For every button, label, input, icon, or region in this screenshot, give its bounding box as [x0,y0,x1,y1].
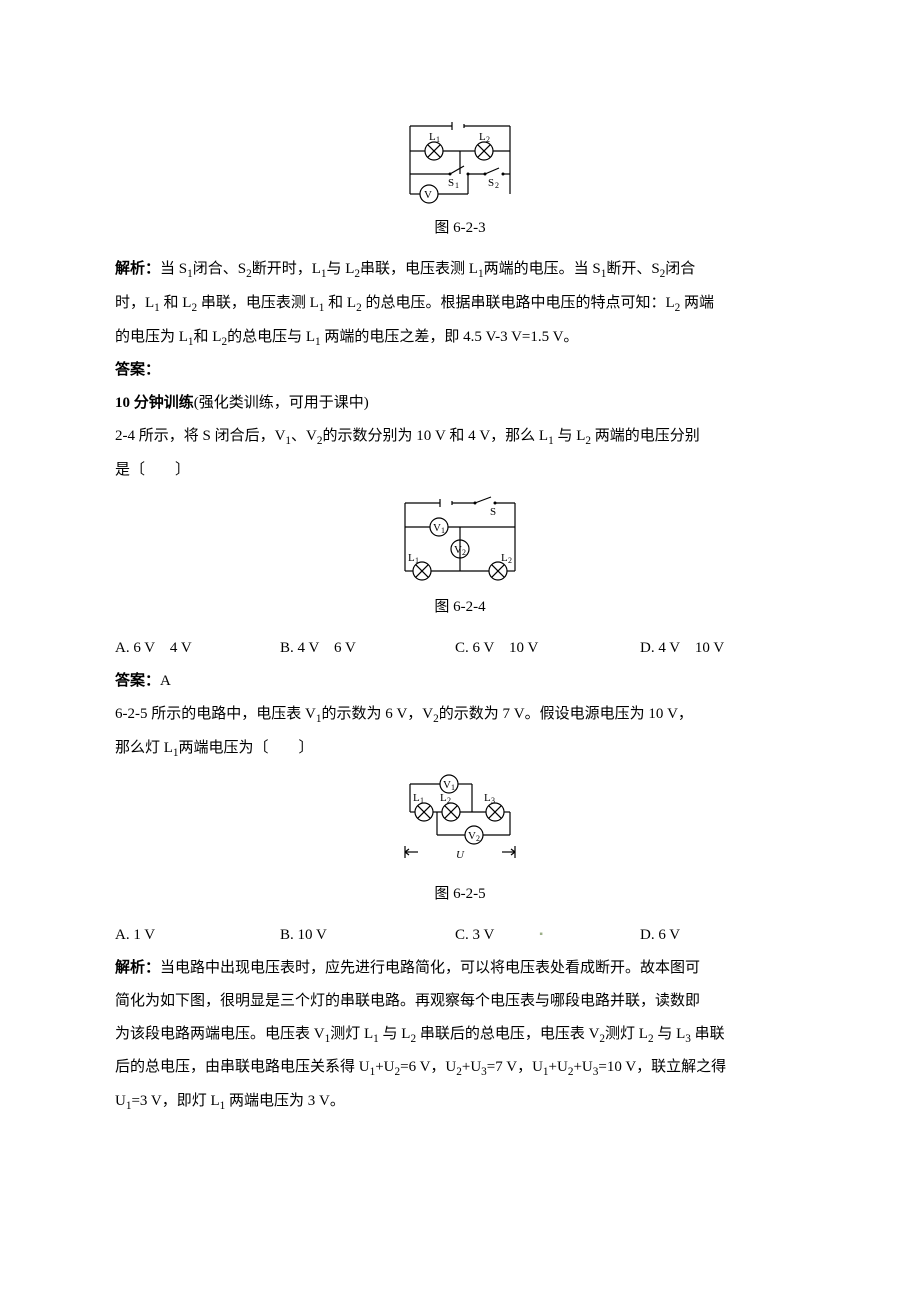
q2-line2: 那么灯 L1两端电压为〔 〕 [115,732,805,766]
analysis-label: 解析： [115,261,160,277]
svg-text:1: 1 [441,526,445,535]
svg-text:L: L [408,552,415,564]
svg-text:2: 2 [447,796,451,805]
svg-text:3: 3 [491,796,495,805]
svg-text:2: 2 [486,135,490,144]
svg-text:2: 2 [462,548,466,557]
svg-text:2: 2 [508,556,512,565]
analysis-label: 解析： [115,960,160,976]
svg-text:U: U [456,849,465,861]
green-mark-icon: ▪ [539,924,543,946]
svg-text:L: L [413,792,420,804]
svg-text:V: V [424,189,432,201]
svg-text:2: 2 [495,181,499,190]
analysis-1-line3: 的电压为 L1和 L2的总电压与 L1 两端的电压之差，即 4.5 V-3 V=… [115,321,805,355]
svg-text:1: 1 [415,556,419,565]
svg-text:V: V [443,779,451,791]
section-title: 10 分钟训练(强化类训练，可用于课中) [115,387,805,420]
q1-option-d: D. 4 V 10 V [640,632,724,665]
analysis-2-l1: 解析：当电路中出现电压表时，应先进行电路简化，可以将电压表处看成断开。故本图可 [115,952,805,985]
svg-text:L: L [479,131,486,143]
svg-text:2: 2 [476,834,480,843]
q1-options: A. 6 V 4 V B. 4 V 6 V C. 6 V 10 V D. 4 V… [115,632,805,665]
analysis-2-l3: 为该段电路两端电压。电压表 V1测灯 L1 与 L2 串联后的总电压，电压表 V… [115,1018,805,1052]
analysis-2-l2: 简化为如下图，很明显是三个灯的串联电路。再观察每个电压表与哪段电路并联，读数即 [115,985,805,1018]
answer-label: 答案： [115,362,160,378]
figure-6-2-3-caption: 图 6-2-3 [115,212,805,245]
figure-6-2-4-caption: 图 6-2-4 [115,591,805,624]
svg-text:S: S [488,177,494,189]
q2-option-c: C. 3 V ▪ [455,919,640,952]
figure-6-2-3: L1 L2 S1 S2 V [115,116,805,206]
svg-text:1: 1 [455,181,459,190]
q1-answer-value: A [160,673,171,689]
analysis-2-l4: 后的总电压，由串联电路电压关系得 U1+U2=6 V，U2+U3=7 V，U1+… [115,1051,805,1085]
svg-text:V: V [454,544,462,556]
q1-option-c: C. 6 V 10 V [455,632,640,665]
section-title-sub: (强化类训练，可用于课中) [194,395,369,411]
q1-line2: 是〔 〕 [115,454,805,487]
q2-options: A. 1 V B. 10 V C. 3 V ▪ D. 6 V [115,919,805,952]
svg-text:S: S [490,506,496,518]
q2-option-a: A. 1 V [115,919,280,952]
svg-text:V: V [468,830,476,842]
q2-option-d: D. 6 V [640,919,680,952]
figure-6-2-4: S V1 V2 L1 L2 [115,493,805,585]
figure-6-2-5: L1 L2 L3 V1 V2 U [115,772,805,872]
q2-option-b: B. 10 V [280,919,455,952]
analysis-1-line2: 时，L1 和 L2 串联，电压表测 L1 和 L2 的总电压。根据串联电路中电压… [115,287,805,321]
svg-text:L: L [429,131,436,143]
q1-option-b: B. 4 V 6 V [280,632,455,665]
svg-text:S: S [448,177,454,189]
q1-answer: 答案：A [115,665,805,698]
figure-6-2-5-caption: 图 6-2-5 [115,878,805,911]
analysis-2-l5: U1=3 V，即灯 L1 两端电压为 3 V。 [115,1085,805,1119]
svg-text:V: V [433,522,441,534]
q2-line1: 6-2-5 所示的电路中，电压表 V1的示数为 6 V，V2的示数为 7 V。假… [115,698,805,732]
q1-option-a: A. 6 V 4 V [115,632,280,665]
q1-line1: 2-4 所示，将 S 闭合后，V1、V2的示数分别为 10 V 和 4 V，那么… [115,420,805,454]
analysis-1: 解析：当 S1闭合、S2断开时，L1与 L2串联，电压表测 L1两端的电压。当 … [115,253,805,287]
answer-1: 答案： [115,354,805,387]
svg-text:L: L [484,792,491,804]
answer-label: 答案： [115,673,160,689]
svg-text:L: L [440,792,447,804]
svg-text:1: 1 [436,135,440,144]
svg-text:1: 1 [451,783,455,792]
svg-text:L: L [501,552,508,564]
svg-text:1: 1 [420,796,424,805]
section-title-main: 10 分钟训练 [115,395,194,411]
